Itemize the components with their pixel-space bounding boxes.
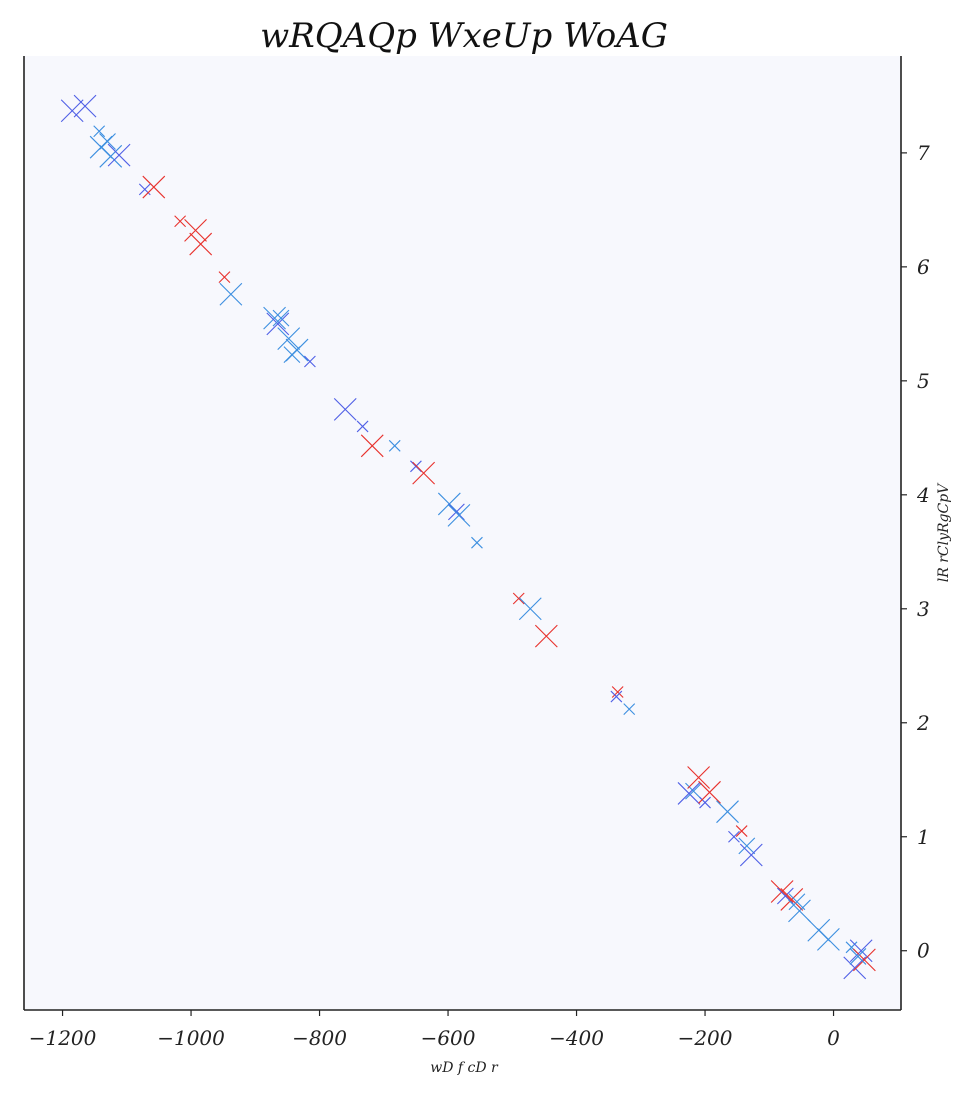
data-point (817, 927, 840, 951)
y-tick-label: 0 (917, 939, 930, 963)
data-point (266, 312, 290, 336)
data-point (107, 143, 131, 167)
axes (23, 56, 902, 1011)
data-point (849, 939, 873, 963)
data-point (360, 434, 384, 458)
data-point (184, 218, 207, 242)
data-point (735, 825, 748, 837)
data-point (93, 125, 106, 138)
data-point (218, 271, 231, 284)
data-point (512, 592, 525, 605)
y-tick-label: 4 (916, 483, 930, 507)
data-point (852, 948, 876, 972)
x-tick-label: −800 (292, 1026, 347, 1050)
data-point (518, 597, 542, 621)
y-tick-label: 6 (917, 255, 930, 279)
y-tick-label: 2 (916, 711, 930, 735)
plot-area (24, 56, 901, 1010)
x-axis-label: wD f cD r (430, 1060, 499, 1076)
data-point (534, 624, 558, 648)
data-point (412, 461, 436, 485)
data-point (60, 99, 84, 123)
data-point (99, 144, 123, 168)
data-point (739, 843, 763, 867)
data-point (99, 133, 116, 150)
x-tick-label: −1200 (29, 1026, 97, 1050)
data-point (448, 503, 465, 521)
data-point (610, 690, 623, 703)
data-point (728, 830, 740, 843)
data-points (60, 94, 876, 980)
data-point (687, 766, 711, 789)
x-axis-ticks: −1200 −1000 −800 −600 −400 −200 0 (29, 1010, 840, 1050)
data-point (272, 309, 290, 327)
data-point (285, 338, 309, 362)
data-point (698, 780, 721, 804)
data-point (388, 439, 401, 452)
data-point (277, 327, 301, 351)
data-point (333, 397, 357, 421)
data-point (770, 880, 794, 903)
data-point (410, 460, 422, 473)
x-tick-label: 0 (827, 1026, 840, 1050)
x-tick-label: −200 (678, 1026, 733, 1050)
x-tick-label: −1000 (157, 1026, 225, 1050)
data-point (304, 355, 316, 368)
data-point (849, 948, 867, 965)
data-point (263, 306, 286, 330)
data-point (73, 94, 97, 118)
data-point (142, 175, 166, 199)
y-tick-label: 5 (917, 369, 930, 393)
data-point (356, 420, 369, 433)
data-point (623, 703, 636, 715)
data-point (219, 282, 243, 306)
data-point (189, 232, 213, 256)
x-tick-label: −400 (549, 1026, 604, 1050)
data-point (685, 782, 702, 800)
y-tick-label: 1 (917, 825, 930, 849)
data-point (447, 503, 471, 527)
chart-title: wRQAQp WxeUp WoAG (260, 16, 668, 56)
data-point (677, 782, 701, 805)
data-point (716, 800, 739, 824)
y-axis-label: lR rClyRgCpV (936, 482, 952, 582)
y-tick-label: 3 (917, 597, 930, 621)
data-point (471, 536, 483, 549)
data-point (788, 893, 806, 911)
data-point (611, 686, 624, 698)
data-point (788, 899, 811, 923)
data-point (174, 215, 187, 228)
data-point (699, 796, 711, 809)
data-point (738, 837, 756, 855)
y-tick-label: 7 (917, 141, 930, 165)
data-point (780, 888, 804, 911)
x-tick-label: −600 (421, 1026, 476, 1050)
y-axis-ticks: 0 1 2 3 4 5 6 7 (901, 141, 930, 963)
